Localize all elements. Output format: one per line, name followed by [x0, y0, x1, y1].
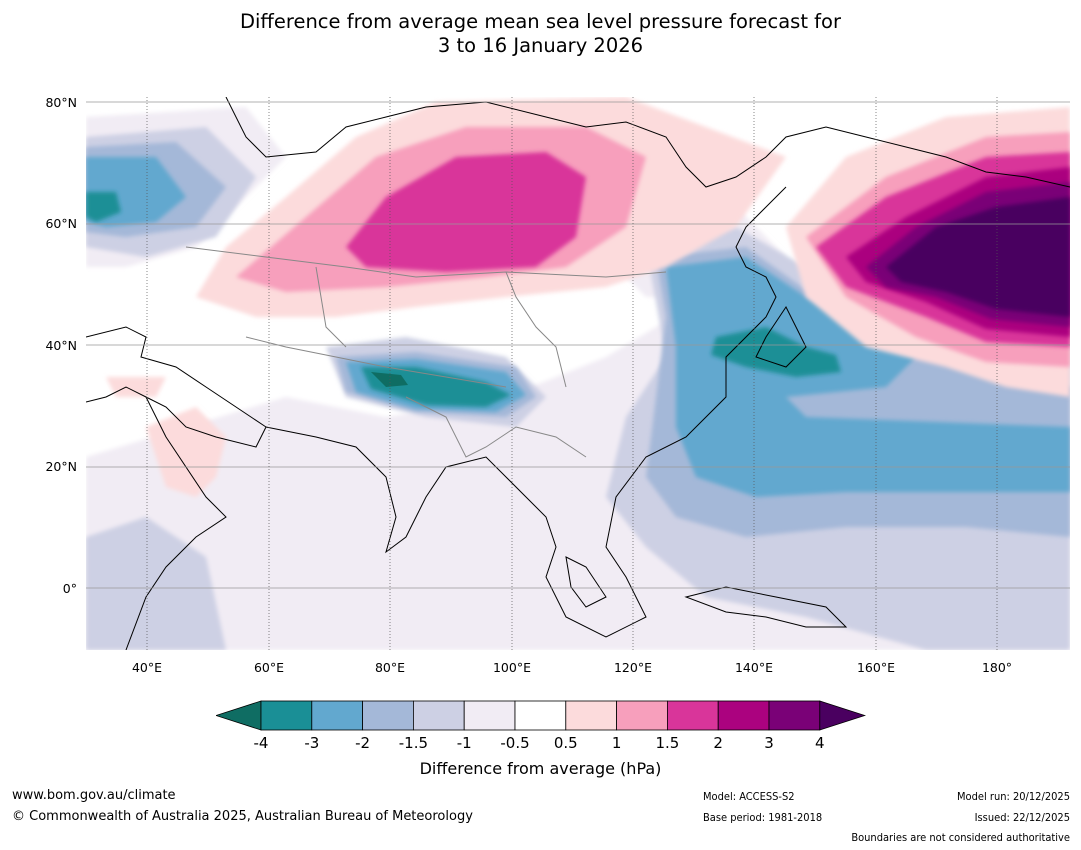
colorbar-label: Difference from average (hPa) [419, 759, 662, 778]
chart-title: Difference from average mean sea level p… [0, 10, 1081, 58]
colorbar-extend-low [216, 700, 262, 731]
lon-label-140e: 140°E [734, 660, 773, 675]
colorbar-cell [717, 700, 770, 731]
colorbar-cell [260, 700, 313, 731]
colorbar-cell [362, 700, 414, 731]
colorbar-tick-label: -1 [456, 734, 472, 752]
lat-label-20n: 20°N [45, 459, 77, 474]
colorbar-cell [412, 700, 465, 731]
footer-disclaimer: Boundaries are not considered authoritat… [851, 831, 1070, 844]
colorbar [216, 700, 866, 731]
meridians [146, 97, 998, 650]
colorbar-tick-label: 2 [713, 734, 723, 752]
lat-label-0: 0° [62, 581, 77, 596]
colorbar-extend-high [819, 700, 866, 731]
colorbar-tick-label: 0.5 [553, 734, 578, 752]
lon-label-40e: 40°E [131, 660, 163, 675]
lon-label-100e: 100°E [492, 660, 531, 675]
colorbar-tick-label: -0.5 [500, 734, 530, 752]
lon-label-60e: 60°E [253, 660, 285, 675]
lat-label-40n: 40°N [45, 338, 77, 353]
colorbar-cell [514, 700, 567, 731]
colorbar-cell [666, 700, 719, 731]
footer-model: Model: ACCESS-S2 [703, 790, 795, 803]
lon-label-120e: 120°E [613, 660, 652, 675]
colorbar-cell [565, 700, 617, 731]
anomaly-field-negative-4 [371, 372, 408, 387]
lat-label-60n: 60°N [45, 216, 77, 231]
footer-issued: Issued: 22/12/2025 [974, 811, 1070, 824]
colorbar-tick-label: -3 [304, 734, 320, 752]
footer-copyright: © Commonwealth of Australia 2025, Austra… [12, 809, 473, 824]
lat-label-80n: 80°N [45, 95, 77, 110]
footer-base-period: Base period: 1981-2018 [703, 811, 823, 824]
colorbar-cell [616, 700, 668, 731]
colorbar-cell [463, 700, 516, 731]
lon-label-160e: 160°E [856, 660, 895, 675]
title-line-1: Difference from average mean sea level p… [240, 10, 841, 33]
colorbar-tick-label: -4 [253, 734, 269, 752]
map-svg [86, 97, 1070, 650]
colorbar-tick-label: 3 [764, 734, 774, 752]
footer-model-run: Model run: 20/12/2025 [957, 790, 1070, 803]
anomaly-field-positive-4 [886, 197, 1070, 317]
colorbar-tick-label: -1.5 [398, 734, 429, 752]
lon-label-80e: 80°E [374, 660, 406, 675]
lon-label-180: 180° [981, 660, 1013, 675]
colorbar-tick-label: 1 [611, 734, 622, 752]
pressure-anomaly-map [86, 97, 1070, 650]
colorbar-cell [311, 700, 364, 731]
footer-website[interactable]: www.bom.gov.au/climate [12, 788, 176, 803]
colorbar-cell [768, 700, 821, 731]
colorbar-tick-label: 4 [815, 734, 825, 752]
colorbar-tick-label: 1.5 [655, 734, 680, 752]
graticule [86, 101, 1070, 589]
colorbar-cells [216, 700, 866, 731]
country-borders [185, 246, 667, 458]
colorbar-tick-label: -2 [355, 734, 371, 752]
coastlines [86, 97, 1070, 650]
title-line-2: 3 to 16 January 2026 [437, 34, 644, 57]
